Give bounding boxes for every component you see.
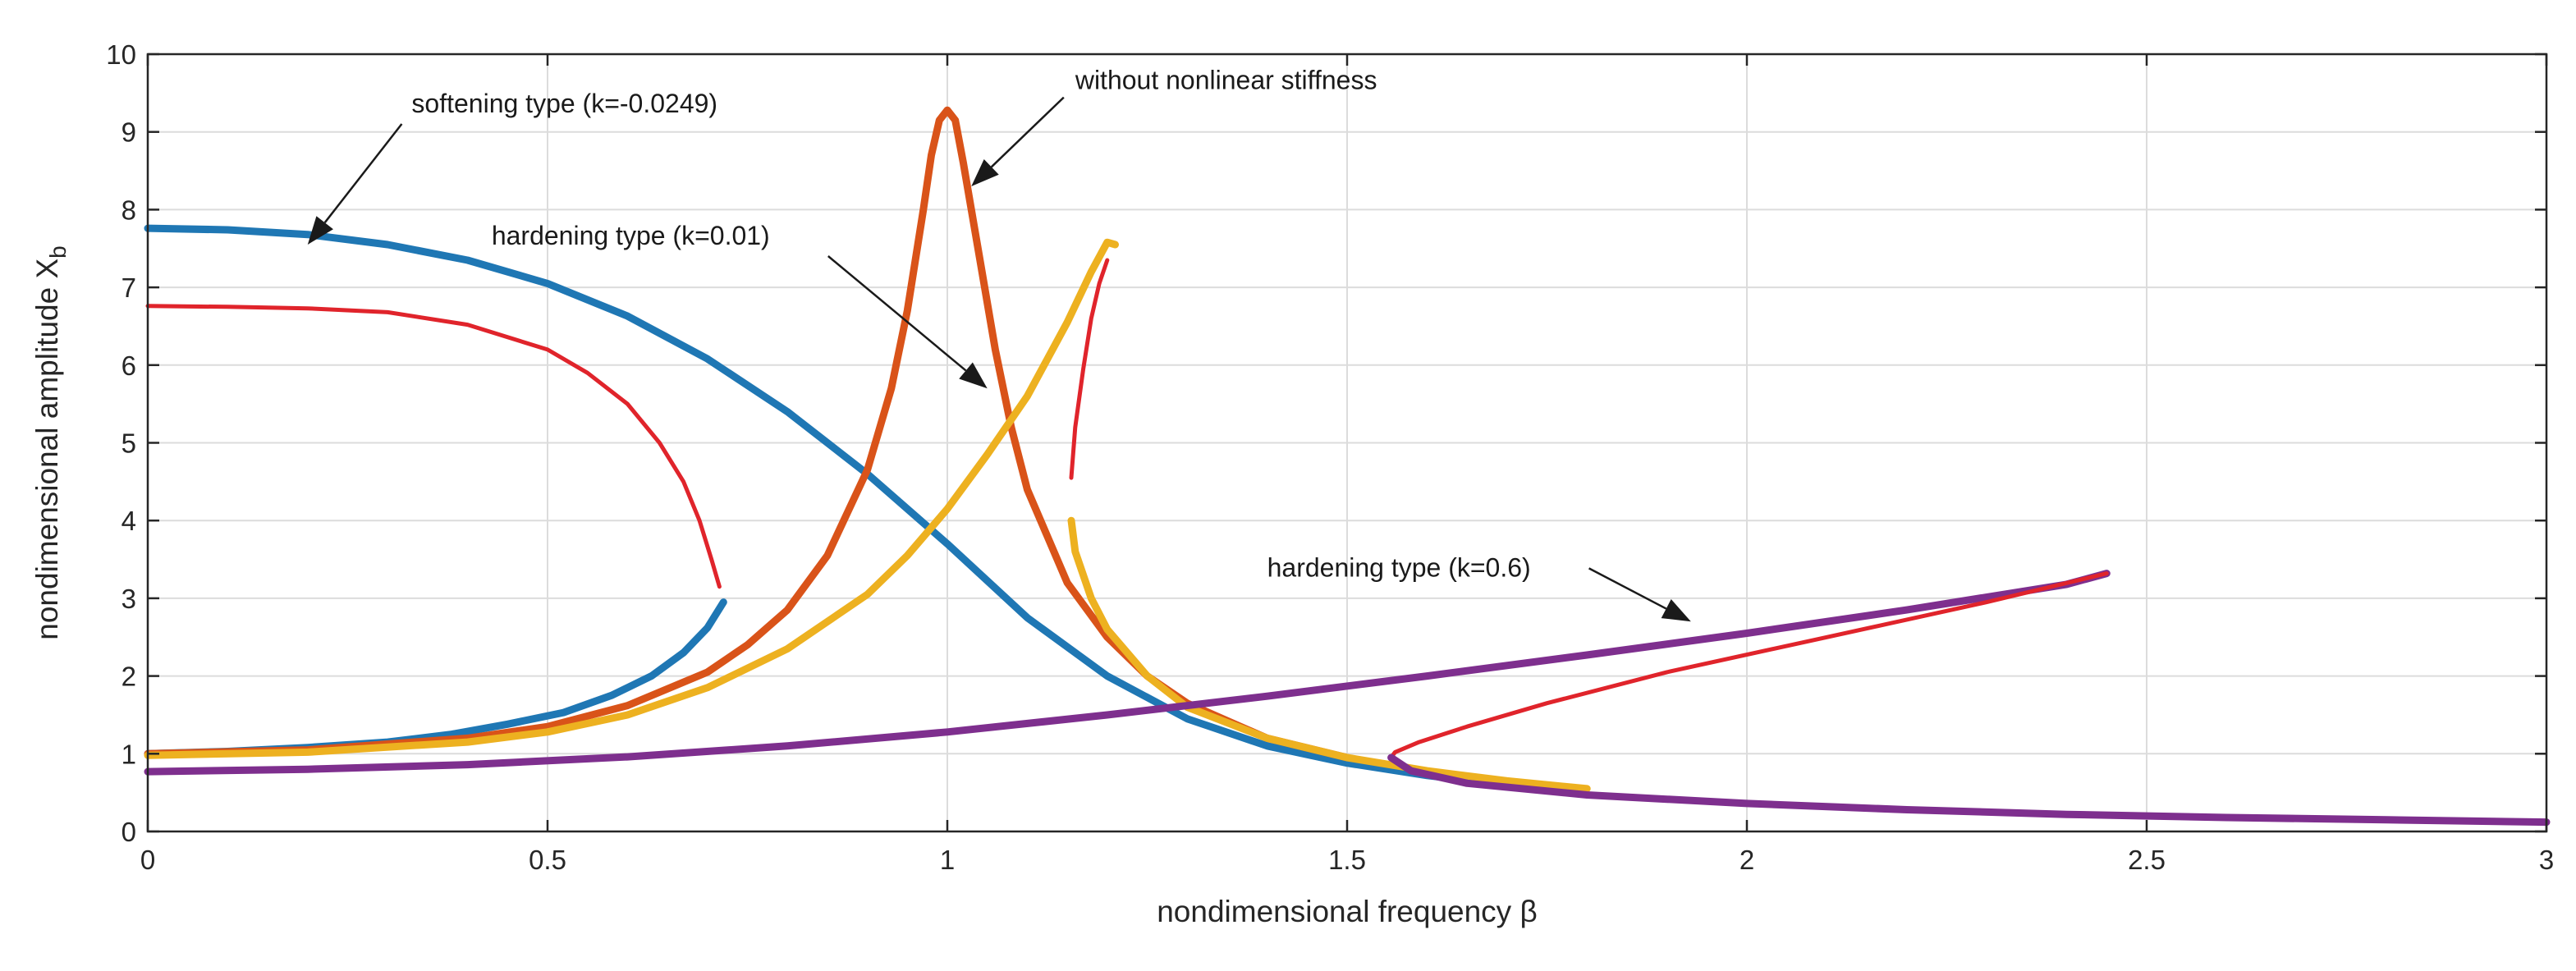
annotation-arrow (323, 123, 403, 223)
y-axis-label-subscript: b (45, 245, 71, 259)
y-axis-label: nondimensional amplitude Xb (30, 245, 71, 639)
x-tick-label: 2.5 (2128, 845, 2166, 875)
y-tick-label: 5 (121, 428, 136, 459)
y-tick-label: 8 (121, 195, 136, 225)
x-tick-label: 0 (140, 845, 155, 875)
annotation-label: without nonlinear stiffness (1075, 66, 1377, 95)
series-line-8 (144, 570, 2111, 776)
y-tick-label: 6 (121, 350, 136, 381)
y-tick-label: 2 (121, 662, 136, 692)
y-tick-label: 3 (121, 584, 136, 614)
y-tick-label: 9 (121, 117, 136, 148)
x-tick-label: 3 (2539, 845, 2554, 875)
series-line-9 (1389, 571, 2109, 760)
y-tick-label: 1 (121, 739, 136, 769)
axis-ticks: 0 0.5 1 1.5 2 2.5 3 0 1 2 3 4 5 6 7 8 9 10 (106, 39, 2554, 875)
series-layer (144, 106, 2551, 827)
annotation-label: hardening type (k=0.01) (492, 221, 770, 250)
annotation-arrowhead (307, 216, 333, 245)
annotation-arrowhead (971, 159, 999, 186)
series-line-10 (1387, 753, 2551, 827)
x-axis-label: nondimensional frequency β (1157, 895, 1538, 928)
y-tick-label: 4 (121, 506, 136, 536)
annotation-arrowhead (959, 362, 988, 389)
y-axis-label-main: nondimensional amplitude X (30, 259, 64, 640)
x-tick-label: 2 (1739, 845, 1754, 875)
x-tick-label: 0.5 (529, 845, 566, 875)
series-line-4 (144, 106, 1351, 762)
series-line-2 (145, 304, 722, 589)
x-tick-label: 1 (940, 845, 955, 875)
y-tick-label: 10 (106, 39, 136, 70)
y-tick-label: 0 (121, 817, 136, 847)
series-line-6 (1069, 258, 1110, 480)
annotation-arrowhead (1661, 599, 1691, 622)
series-line-3 (144, 224, 1511, 789)
annotation-label: hardening type (k=0.6) (1267, 552, 1531, 582)
grid (147, 53, 2547, 832)
series-line-1 (144, 598, 727, 758)
x-tick-label: 1.5 (1328, 845, 1366, 875)
series-line-5 (144, 238, 1119, 759)
annotation-arrow (827, 255, 967, 372)
annotation-label: softening type (k=-0.0249) (411, 89, 717, 118)
annotations: softening type (k=-0.0249) without nonlin… (307, 66, 1691, 622)
annotation-arrow (1588, 567, 1667, 610)
y-tick-label: 7 (121, 273, 136, 303)
annotation-arrow (990, 96, 1065, 168)
